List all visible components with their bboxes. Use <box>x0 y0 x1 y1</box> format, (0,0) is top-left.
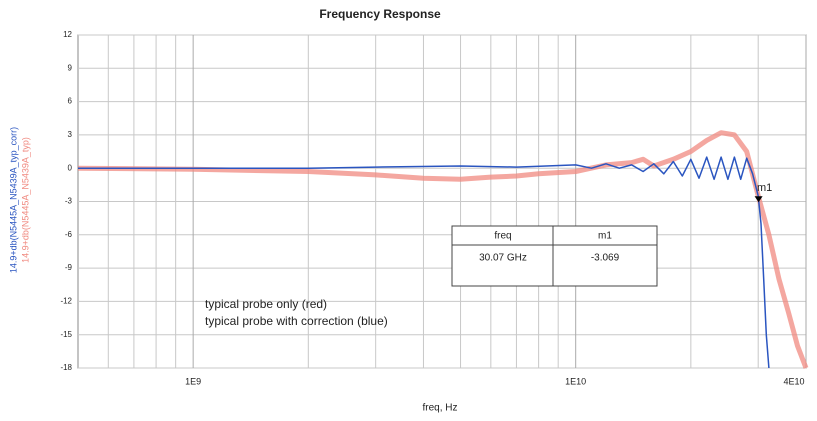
y-axis-label: 14.9+db(N5445A_N5439A_typ) <box>20 137 30 263</box>
marker-label: m1 <box>757 182 772 194</box>
y-tick-label: -15 <box>60 330 72 339</box>
y-tick-label: 6 <box>68 97 73 106</box>
x-tick-label: 1E9 <box>185 376 201 386</box>
table-header: m1 <box>598 231 612 242</box>
y-tick-label: -3 <box>65 197 73 206</box>
table-cell: -3.069 <box>591 253 620 264</box>
chart-title: Frequency Response <box>319 7 441 21</box>
table-header: freq <box>494 231 511 242</box>
series-line <box>77 130 809 369</box>
y-tick-label: 9 <box>68 63 73 72</box>
x-axis-label: freq, Hz <box>422 403 457 414</box>
x-tick-label: 4E10 <box>783 376 804 386</box>
table-box <box>451 225 658 287</box>
y-tick-label: -9 <box>65 263 73 272</box>
y-tick-label: -6 <box>65 230 73 239</box>
x-tick-label: 1E10 <box>565 376 586 386</box>
y-tick-label: 12 <box>63 30 72 39</box>
marker-table: freq m1 30.07 GHz -3.069 <box>451 225 658 287</box>
annotation: typical probe only (red) <box>205 297 327 311</box>
y-tick-label: -12 <box>60 297 72 306</box>
grid <box>77 34 807 369</box>
marker <box>754 196 763 203</box>
series-line <box>78 156 770 369</box>
y-tick-label: -18 <box>60 363 72 372</box>
y-tick-label: 0 <box>68 163 73 172</box>
y-tick-label: 3 <box>68 130 73 139</box>
annotation: typical probe with correction (blue) <box>205 314 388 328</box>
table-cell: 30.07 GHz <box>479 253 527 264</box>
y-axis-label: 14.9+db(N5445A_N5439A_typ_corr) <box>8 127 18 273</box>
